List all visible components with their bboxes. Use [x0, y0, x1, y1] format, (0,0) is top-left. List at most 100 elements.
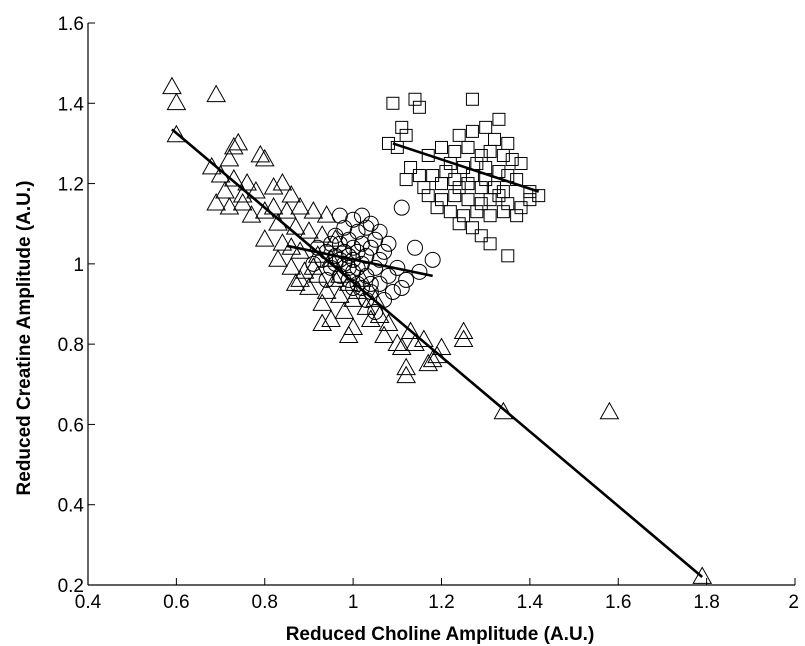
circle-point — [371, 251, 388, 268]
data-points — [162, 76, 713, 584]
circle-point — [384, 283, 401, 300]
triangle-point — [360, 309, 381, 327]
circle-point — [340, 231, 357, 248]
triangle-point — [330, 285, 350, 303]
triangle-point — [374, 325, 394, 344]
circle-fit-line — [286, 244, 433, 278]
circle-point — [331, 207, 348, 224]
triangle-point — [316, 281, 337, 299]
triangle-point — [281, 184, 302, 203]
triangle-series — [162, 76, 713, 584]
circle-point — [406, 239, 423, 256]
triangle-point — [325, 269, 346, 287]
square-point — [523, 193, 537, 207]
triangle-point — [166, 124, 187, 143]
square-point — [514, 157, 528, 170]
triangle-point — [285, 217, 306, 235]
square-point — [417, 181, 431, 195]
regression-lines — [171, 128, 704, 578]
triangle-point — [201, 156, 222, 175]
square-point — [474, 229, 488, 243]
square-point — [496, 148, 510, 162]
triangle-point — [316, 205, 337, 223]
triangle-point — [241, 205, 262, 223]
square-point — [448, 144, 462, 158]
triangle-point — [422, 349, 443, 368]
triangle-point — [405, 333, 425, 352]
x-tick-label: 0.8 — [252, 592, 278, 613]
square-point — [474, 197, 488, 211]
square-point — [483, 193, 497, 207]
y-tick-label: 0.8 — [58, 335, 84, 356]
triangle-point — [343, 317, 363, 335]
square-series — [381, 92, 546, 263]
y-tick-label: 0.6 — [58, 415, 84, 436]
triangle-point — [312, 293, 333, 311]
square-point — [426, 169, 440, 183]
triangle-point — [250, 144, 271, 163]
x-tick-label: 0.6 — [163, 592, 189, 613]
circle-point — [367, 304, 384, 321]
triangle-point — [387, 333, 408, 352]
square-point — [483, 237, 497, 251]
square-point — [452, 128, 466, 142]
triangle-point — [232, 193, 253, 211]
square-point — [435, 177, 448, 191]
x-tick-label: 1.4 — [517, 592, 544, 613]
x-tick-label: 1.6 — [605, 592, 631, 613]
square-point — [483, 209, 497, 223]
circle-point — [371, 223, 388, 240]
triangle-point — [453, 321, 474, 339]
triangle-point — [254, 229, 275, 247]
triangle-point — [303, 201, 324, 219]
triangle-fit-line — [171, 128, 704, 578]
y-axis-label: Reduced Creatine Amplitude (A.U.) — [14, 181, 35, 496]
square-point — [461, 193, 475, 207]
triangle-point — [321, 309, 341, 327]
circle-point — [336, 219, 353, 236]
square-point — [443, 205, 457, 219]
triangle-point — [246, 180, 266, 199]
square-point — [479, 120, 493, 134]
circle-point — [393, 199, 410, 216]
square-point — [496, 205, 510, 219]
square-point — [448, 173, 462, 187]
triangle-point — [268, 249, 288, 267]
triangle-point — [206, 84, 226, 103]
x-tick-label: 1 — [348, 592, 359, 613]
triangle-point — [400, 321, 421, 339]
square-point — [501, 136, 515, 150]
triangle-point — [285, 273, 306, 291]
triangle-point — [312, 313, 333, 331]
square-point — [435, 140, 448, 154]
y-tick-label: 0.4 — [58, 496, 85, 517]
square-point — [421, 189, 435, 203]
circle-point — [380, 267, 397, 284]
circle-point — [345, 211, 362, 228]
square-point — [412, 100, 426, 114]
triangle-point — [276, 201, 297, 219]
circle-point — [367, 231, 384, 248]
square-point — [408, 92, 422, 106]
circle-point — [353, 279, 370, 296]
triangle-point — [692, 566, 713, 584]
triangle-point — [254, 148, 275, 167]
circle-point — [353, 207, 370, 224]
circle-point — [340, 247, 357, 264]
square-point — [470, 205, 484, 219]
triangle-point — [369, 305, 390, 323]
circle-point — [331, 251, 348, 268]
square-point — [492, 112, 506, 126]
square-point — [501, 249, 515, 263]
square-point — [386, 96, 400, 110]
circle-point — [327, 227, 344, 244]
triangle-point — [215, 180, 235, 199]
x-axis-ticks: 0.4 0.6 0.8 1 1.2 1.4 1.6 1.8 2 — [75, 578, 799, 613]
circle-point — [424, 251, 441, 268]
circle-point — [340, 271, 357, 288]
square-point — [399, 173, 413, 187]
circle-point — [398, 271, 415, 288]
square-point — [435, 193, 448, 207]
triangle-point — [219, 148, 240, 167]
triangle-point — [237, 172, 257, 191]
